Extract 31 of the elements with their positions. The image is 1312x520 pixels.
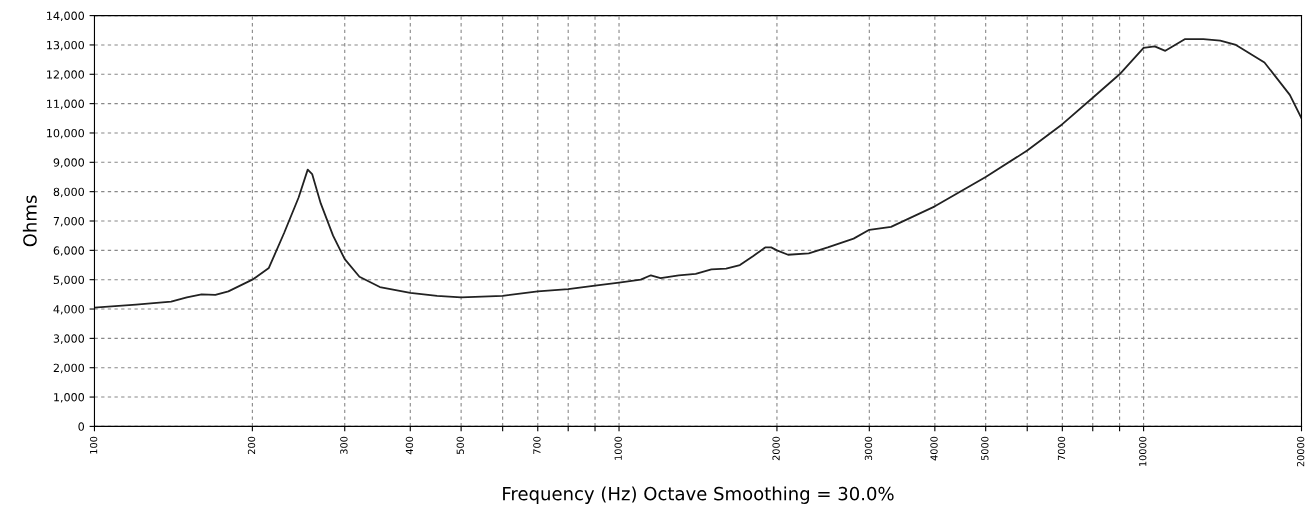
y-tick-label: 5,000 — [53, 275, 84, 286]
y-tick-label: 14,000 — [47, 11, 84, 22]
x-tick-label: 20000 — [1296, 436, 1305, 467]
y-tick-label: 13,000 — [47, 40, 84, 51]
x-tick-label: 700 — [533, 436, 541, 454]
y-tick-label: 2,000 — [53, 363, 84, 374]
y-tick-label: 0 — [78, 422, 84, 431]
y-tick-label: 9,000 — [53, 158, 84, 168]
x-tick-label: 3000 — [864, 436, 873, 461]
y-tick-label: 4,000 — [53, 305, 84, 315]
x-tick-label: 7000 — [1057, 436, 1066, 461]
x-tick-label: 300 — [340, 436, 348, 454]
y-tick-label: 10,000 — [47, 128, 84, 139]
x-tick-label: 400 — [405, 436, 414, 455]
x-tick-label: 10000 — [1139, 436, 1147, 466]
y-tick-label: 1,000 — [54, 393, 84, 403]
y-tick-label: 11,000 — [47, 99, 84, 110]
x-tick-label: 200 — [247, 436, 256, 454]
y-tick-label: 12,000 — [47, 70, 84, 80]
x-tick-label: 2000 — [772, 436, 780, 461]
x-tick-label: 4000 — [930, 436, 938, 461]
y-tick-label: 7,000 — [53, 216, 84, 227]
x-tick-label: 1000 — [614, 436, 622, 460]
x-tick-label: 100 — [89, 436, 98, 454]
x-axis-title: Frequency (Hz) Octave Smoothing = 30.0% — [503, 486, 894, 504]
y-axis-title: Ohms — [22, 195, 37, 247]
y-tick-label: 3,000 — [53, 334, 84, 344]
y-tick-label: 8,000 — [53, 187, 84, 198]
x-tick-label: 500 — [456, 436, 464, 454]
x-tick-label: 5000 — [981, 436, 989, 461]
y-tick-label: 6,000 — [53, 246, 84, 256]
